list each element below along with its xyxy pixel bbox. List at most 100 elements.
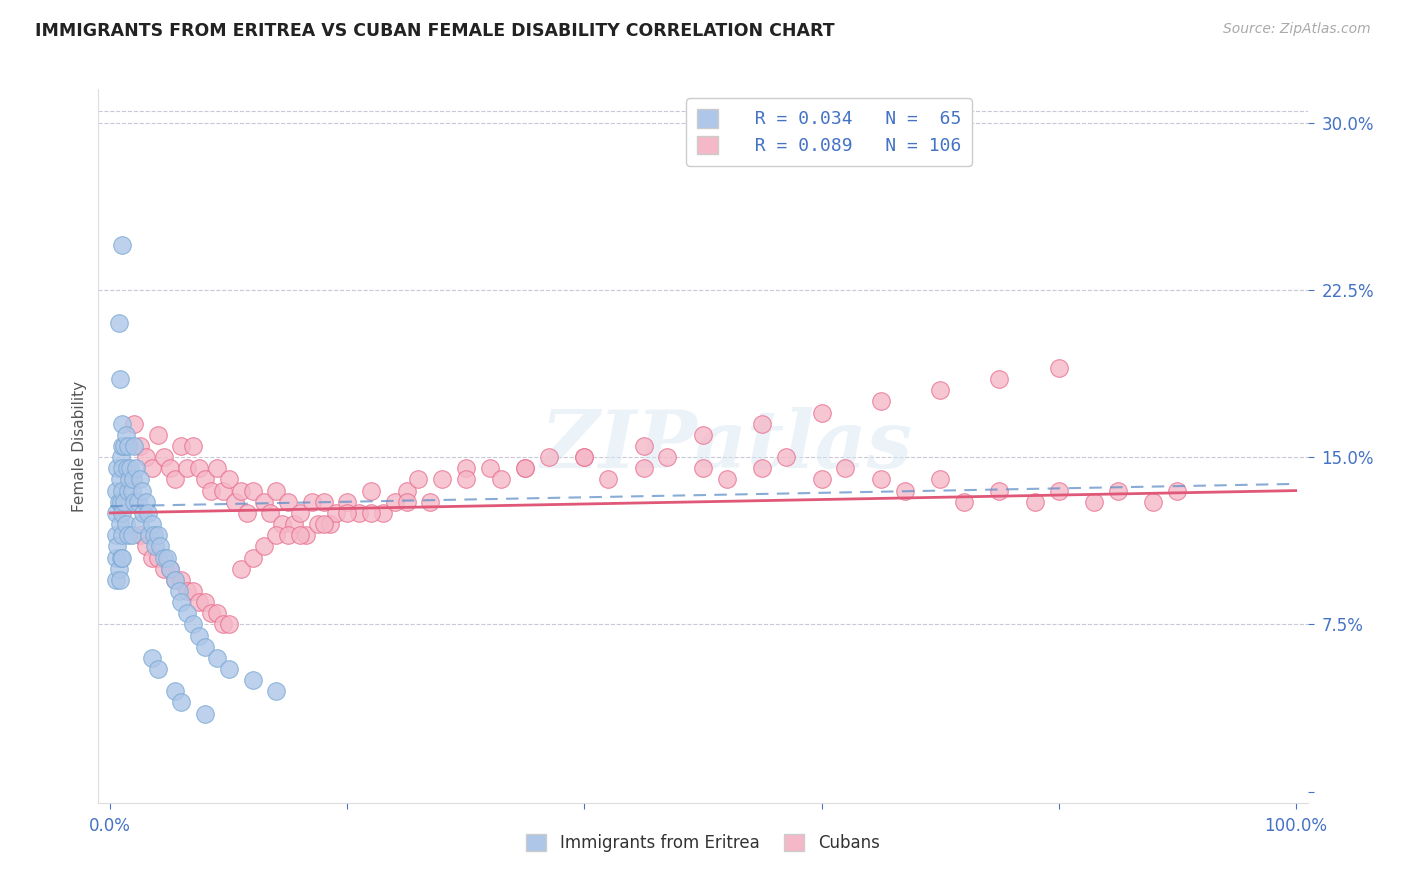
Point — [146, 550, 169, 565]
Point — [1047, 483, 1070, 498]
Point — [988, 372, 1011, 386]
Point — [929, 472, 952, 486]
Point — [129, 528, 152, 542]
Point — [129, 439, 152, 453]
Point — [218, 617, 240, 632]
Point — [135, 494, 157, 508]
Text: Source: ZipAtlas.com: Source: ZipAtlas.com — [1223, 22, 1371, 37]
Point — [105, 528, 128, 542]
Point — [264, 528, 287, 542]
Point — [108, 517, 131, 532]
Point — [181, 583, 204, 598]
Point — [111, 439, 134, 453]
Point — [574, 450, 596, 464]
Point — [253, 494, 276, 508]
Point — [212, 617, 235, 632]
Point — [574, 450, 596, 464]
Point — [194, 706, 217, 721]
Point — [194, 595, 217, 609]
Point — [200, 607, 222, 621]
Point — [205, 461, 228, 475]
Point — [598, 472, 620, 486]
Point — [491, 472, 513, 486]
Point — [751, 417, 773, 431]
Point — [515, 461, 537, 475]
Point — [218, 662, 240, 676]
Point — [869, 472, 891, 486]
Point — [229, 483, 252, 498]
Point — [122, 439, 145, 453]
Point — [336, 506, 359, 520]
Point — [395, 494, 418, 508]
Point — [131, 483, 153, 498]
Point — [224, 494, 246, 508]
Point — [271, 517, 294, 532]
Point — [288, 528, 311, 542]
Point — [167, 583, 190, 598]
Point — [108, 573, 131, 587]
Point — [141, 550, 163, 565]
Point — [194, 640, 217, 654]
Point — [165, 573, 187, 587]
Point — [1107, 483, 1129, 498]
Point — [146, 662, 169, 676]
Text: ZIPatlas: ZIPatlas — [541, 408, 914, 484]
Point — [110, 494, 132, 508]
Point — [129, 472, 152, 486]
Point — [105, 461, 128, 475]
Point — [176, 461, 198, 475]
Point — [1142, 494, 1164, 508]
Point — [277, 494, 299, 508]
Text: IMMIGRANTS FROM ERITREA VS CUBAN FEMALE DISABILITY CORRELATION CHART: IMMIGRANTS FROM ERITREA VS CUBAN FEMALE … — [35, 22, 835, 40]
Point — [347, 506, 370, 520]
Point — [1024, 494, 1046, 508]
Point — [264, 684, 287, 698]
Point — [105, 539, 128, 553]
Point — [200, 483, 222, 498]
Point — [478, 461, 501, 475]
Point — [515, 461, 537, 475]
Point — [141, 461, 163, 475]
Point — [170, 573, 193, 587]
Point — [205, 651, 228, 665]
Point — [229, 562, 252, 576]
Point — [105, 506, 128, 520]
Point — [988, 483, 1011, 498]
Point — [108, 472, 131, 486]
Point — [111, 528, 134, 542]
Point — [138, 528, 160, 542]
Point — [432, 472, 454, 486]
Point — [295, 528, 318, 542]
Point — [692, 461, 714, 475]
Legend: Immigrants from Eritrea, Cubans: Immigrants from Eritrea, Cubans — [520, 827, 886, 859]
Point — [146, 427, 169, 442]
Point — [170, 439, 193, 453]
Point — [277, 528, 299, 542]
Point — [115, 461, 138, 475]
Point — [111, 461, 134, 475]
Point — [176, 583, 198, 598]
Point — [117, 439, 139, 453]
Point — [259, 506, 281, 520]
Point — [114, 494, 136, 508]
Point — [336, 494, 359, 508]
Point — [146, 528, 169, 542]
Point — [657, 450, 679, 464]
Point — [121, 483, 143, 498]
Point — [537, 450, 560, 464]
Point — [893, 483, 915, 498]
Point — [952, 494, 974, 508]
Point — [288, 506, 311, 520]
Point — [159, 562, 181, 576]
Point — [834, 461, 856, 475]
Point — [152, 562, 174, 576]
Point — [121, 528, 143, 542]
Point — [633, 439, 655, 453]
Point — [181, 439, 204, 453]
Point — [105, 550, 128, 565]
Point — [107, 494, 129, 508]
Point — [170, 595, 193, 609]
Point — [111, 483, 134, 498]
Point — [205, 607, 228, 621]
Point — [110, 450, 132, 464]
